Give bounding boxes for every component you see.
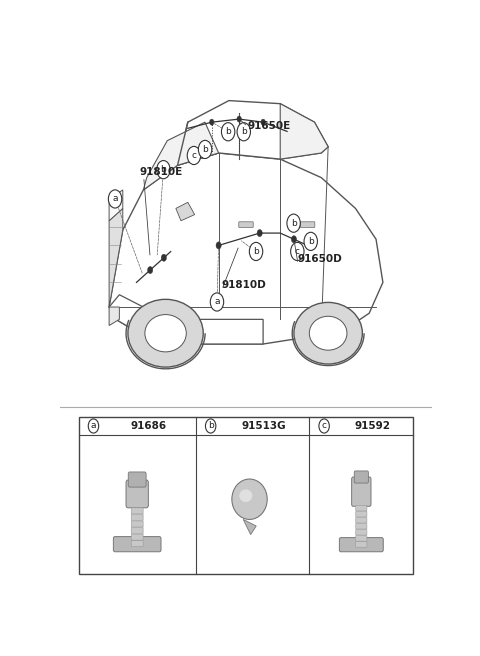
FancyBboxPatch shape <box>356 518 367 523</box>
Bar <box>79 417 413 574</box>
Text: 91810D: 91810D <box>222 280 266 290</box>
Text: b: b <box>308 237 313 246</box>
Circle shape <box>161 254 167 261</box>
Ellipse shape <box>128 299 203 367</box>
Text: b: b <box>225 127 231 136</box>
Text: b: b <box>253 247 259 256</box>
Circle shape <box>210 293 224 311</box>
FancyBboxPatch shape <box>131 527 143 533</box>
Circle shape <box>187 146 201 165</box>
Text: 91810E: 91810E <box>140 167 183 176</box>
Polygon shape <box>280 104 328 159</box>
FancyBboxPatch shape <box>356 542 367 547</box>
Circle shape <box>88 419 99 433</box>
Polygon shape <box>109 295 263 344</box>
FancyBboxPatch shape <box>356 512 367 517</box>
Text: b: b <box>241 127 247 136</box>
Text: a: a <box>214 297 220 306</box>
Polygon shape <box>144 122 218 190</box>
Circle shape <box>210 119 214 125</box>
FancyBboxPatch shape <box>131 521 143 527</box>
FancyBboxPatch shape <box>113 537 161 552</box>
FancyBboxPatch shape <box>239 222 253 228</box>
FancyBboxPatch shape <box>356 529 367 535</box>
Text: a: a <box>91 422 96 430</box>
Circle shape <box>221 123 235 141</box>
Text: b: b <box>160 165 166 174</box>
Ellipse shape <box>294 302 362 364</box>
Text: 91650E: 91650E <box>248 121 291 131</box>
FancyBboxPatch shape <box>356 535 367 541</box>
Text: 91592: 91592 <box>354 421 391 431</box>
Polygon shape <box>178 100 328 165</box>
Text: b: b <box>208 422 214 430</box>
Circle shape <box>156 161 170 178</box>
Circle shape <box>319 419 329 433</box>
Circle shape <box>291 236 297 243</box>
Circle shape <box>261 119 265 125</box>
Ellipse shape <box>232 479 267 520</box>
Text: 91686: 91686 <box>130 421 167 431</box>
FancyBboxPatch shape <box>131 508 143 514</box>
FancyBboxPatch shape <box>300 222 315 228</box>
FancyBboxPatch shape <box>339 538 383 552</box>
Circle shape <box>216 242 221 249</box>
FancyBboxPatch shape <box>131 541 143 546</box>
Circle shape <box>237 116 241 122</box>
Circle shape <box>249 242 263 260</box>
Circle shape <box>147 266 153 274</box>
FancyBboxPatch shape <box>128 472 146 487</box>
Ellipse shape <box>240 489 252 502</box>
Circle shape <box>287 214 300 232</box>
Circle shape <box>257 230 262 237</box>
Text: 91513G: 91513G <box>241 421 286 431</box>
FancyBboxPatch shape <box>356 505 367 511</box>
Ellipse shape <box>145 315 186 352</box>
Text: c: c <box>295 247 300 256</box>
Polygon shape <box>243 520 256 535</box>
FancyBboxPatch shape <box>126 480 148 508</box>
Text: 91650D: 91650D <box>297 254 342 264</box>
Polygon shape <box>109 307 120 325</box>
Text: b: b <box>202 145 208 154</box>
Ellipse shape <box>309 316 347 350</box>
Circle shape <box>304 232 317 251</box>
Polygon shape <box>109 153 383 344</box>
Text: a: a <box>112 194 118 203</box>
Text: c: c <box>322 422 326 430</box>
FancyBboxPatch shape <box>352 477 371 506</box>
Circle shape <box>290 242 304 260</box>
Polygon shape <box>176 202 195 221</box>
Polygon shape <box>109 190 123 221</box>
Circle shape <box>237 123 251 141</box>
FancyBboxPatch shape <box>131 534 143 540</box>
Text: c: c <box>192 151 196 160</box>
Circle shape <box>205 419 216 433</box>
Circle shape <box>108 190 122 208</box>
FancyBboxPatch shape <box>131 514 143 520</box>
FancyBboxPatch shape <box>354 471 368 483</box>
Circle shape <box>198 140 212 159</box>
FancyBboxPatch shape <box>356 523 367 529</box>
Text: b: b <box>291 218 297 228</box>
Polygon shape <box>109 209 123 307</box>
